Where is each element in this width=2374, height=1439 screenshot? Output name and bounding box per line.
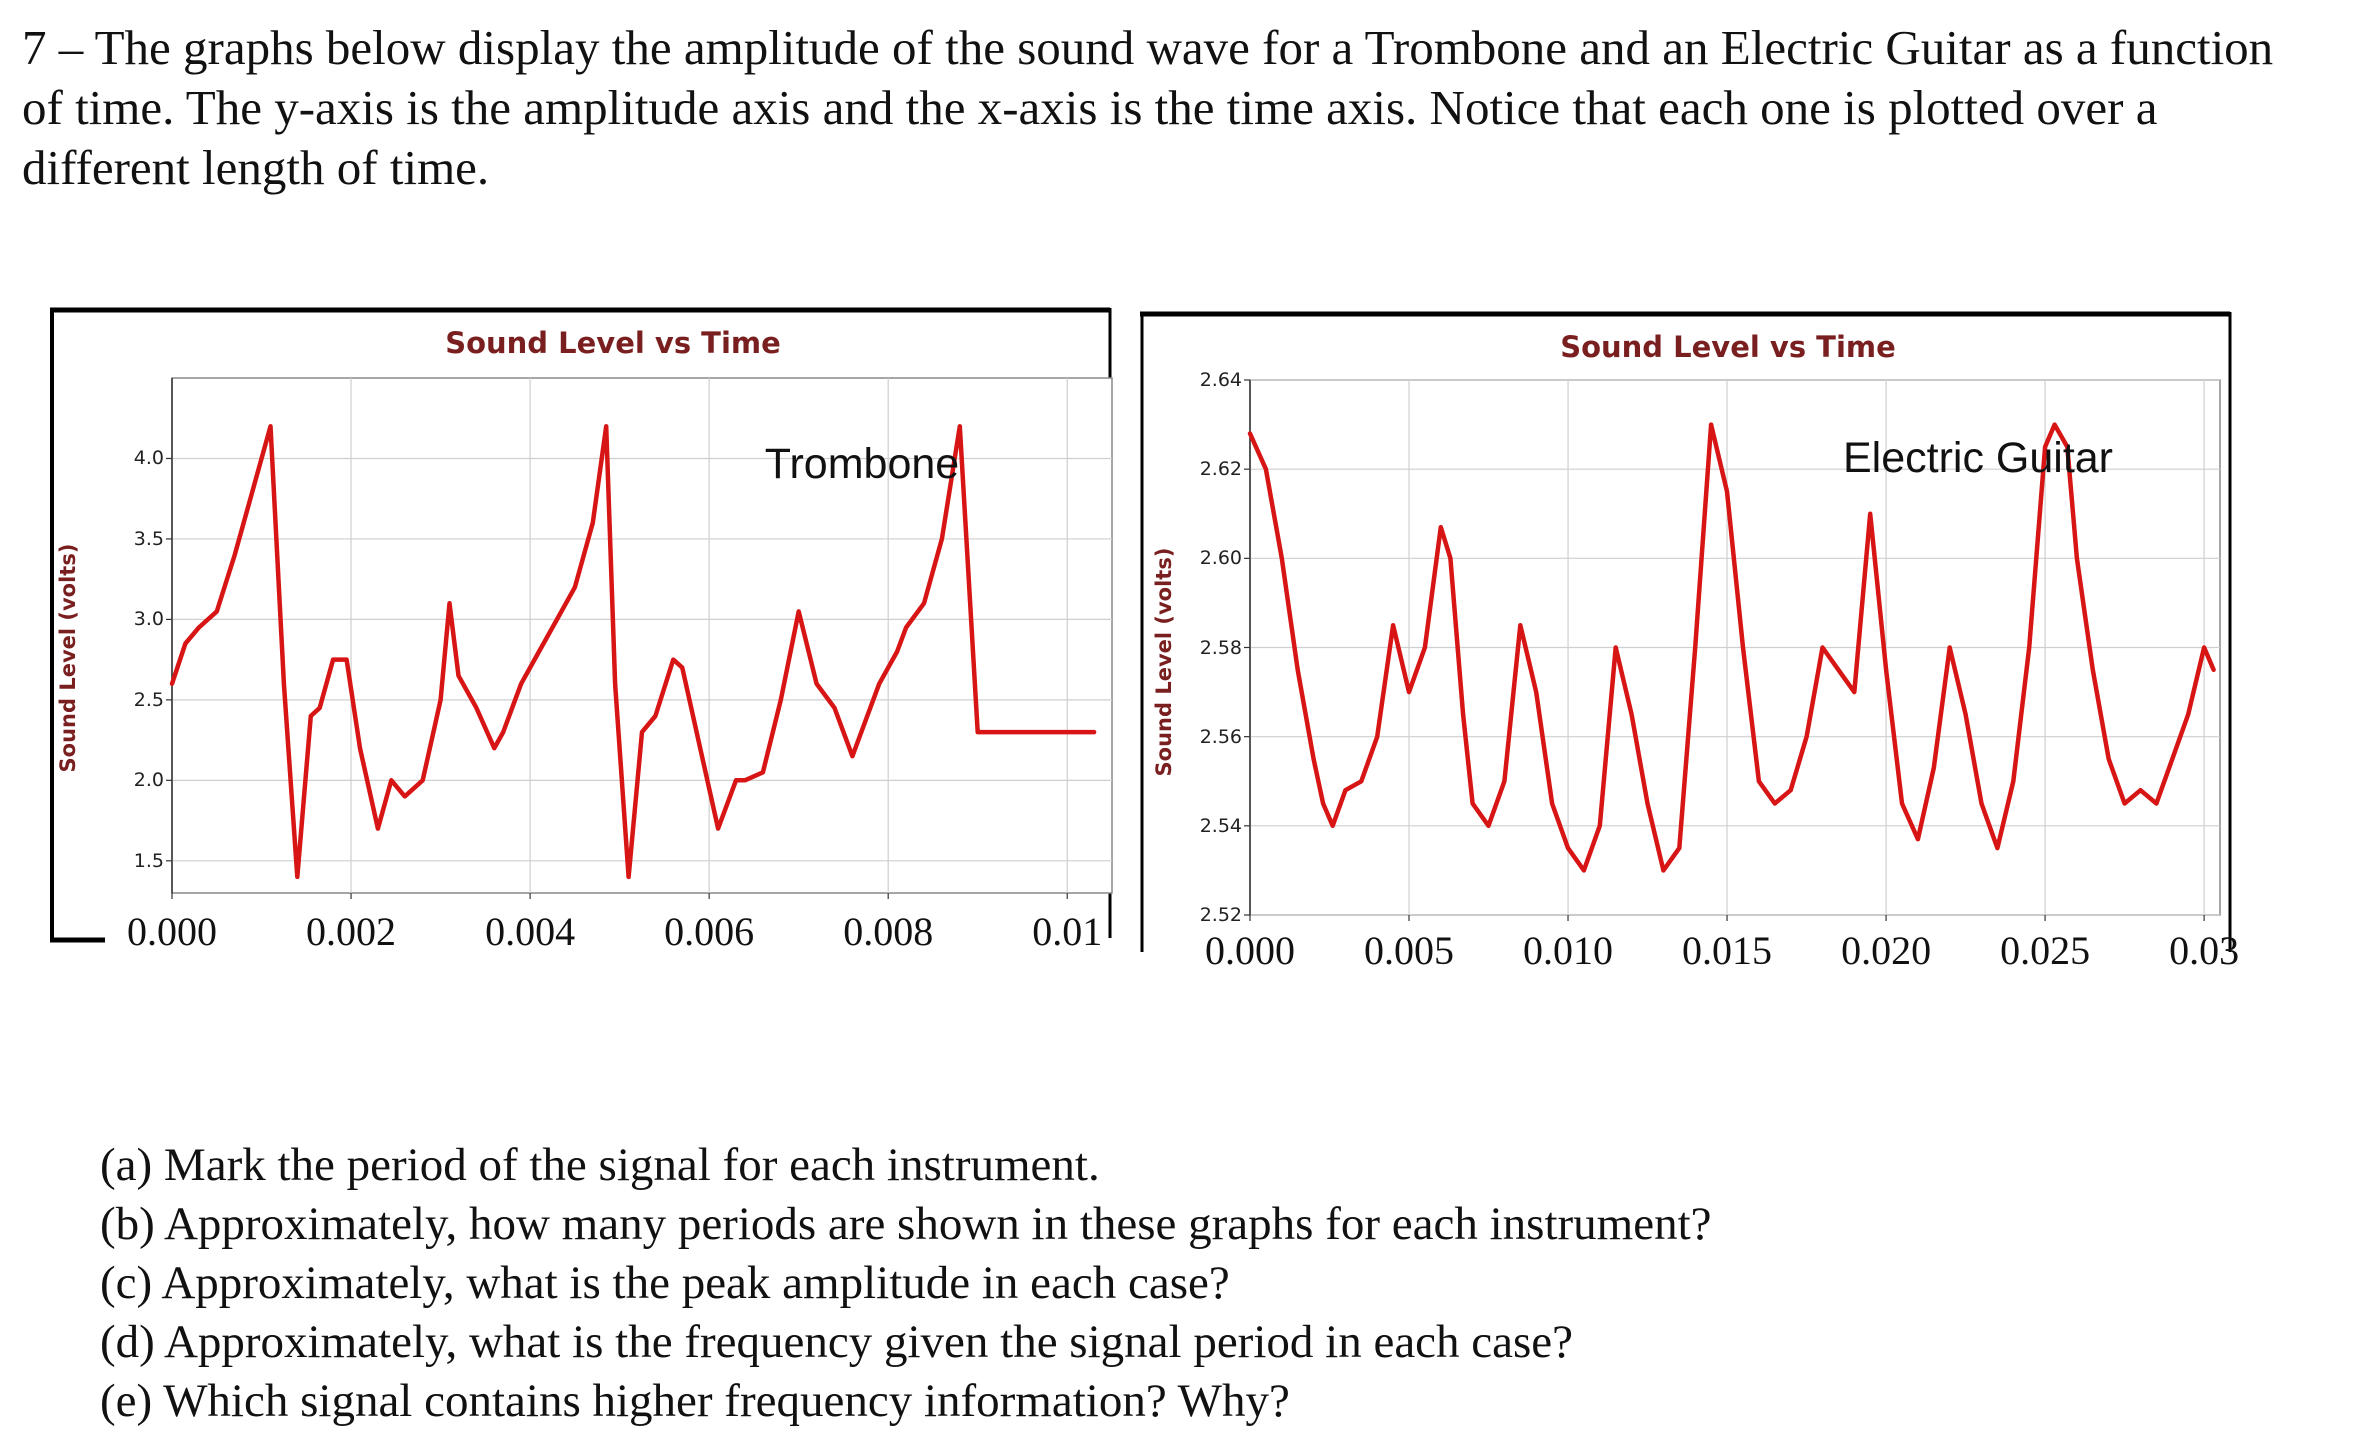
x-tick-label: 0.020 xyxy=(1841,928,1932,973)
question-list: (a) Mark the period of the signal for ea… xyxy=(100,1136,1712,1431)
question-a: (a) Mark the period of the signal for ea… xyxy=(100,1139,1100,1191)
y-tick-label: 2.54 xyxy=(1199,814,1242,837)
guitar-chart-svg xyxy=(1140,311,2232,962)
y-tick-label: 2.52 xyxy=(1199,904,1242,926)
y-tick-label: 4.0 xyxy=(133,447,164,470)
x-tick-label: 0.004 xyxy=(485,909,576,954)
question-e: (e) Which signal contains higher frequen… xyxy=(100,1375,1290,1427)
x-tick-label: 0.015 xyxy=(1682,928,1773,973)
x-tick-label: 0.025 xyxy=(2000,928,2091,973)
x-tick-label: 0.000 xyxy=(127,909,217,954)
y-tick-label: 3.0 xyxy=(133,608,164,631)
y-tick-label: 2.60 xyxy=(1199,547,1242,570)
y-tick-label: 2.5 xyxy=(133,688,164,711)
x-tick-label: 0.01 xyxy=(1032,909,1103,954)
guitar-annotation: Electric Guitar xyxy=(1842,434,2114,482)
trombone-y-axis-label: Sound Level (volts) xyxy=(56,543,80,773)
guitar-chart-title: Sound Level vs Time xyxy=(1560,330,1896,364)
y-tick-label: 2.62 xyxy=(1199,458,1242,481)
x-tick-label: 0.002 xyxy=(306,909,397,954)
question-d: (d) Approximately, what is the frequency… xyxy=(100,1316,1574,1368)
y-tick-label: 3.5 xyxy=(133,527,164,550)
x-tick-label: 0.03 xyxy=(2169,928,2240,973)
trombone-chart-svg xyxy=(50,307,1113,948)
trombone-chart: Sound Level vs Time Sound Level (volts) … xyxy=(50,307,1120,958)
trombone-annotation: Trombone xyxy=(764,440,960,488)
y-tick-label: 2.56 xyxy=(1199,725,1242,748)
guitar-chart: Sound Level vs Time Sound Level (volts) … xyxy=(1140,311,2240,973)
guitar-y-axis-label: Sound Level (volts) xyxy=(1152,547,1176,777)
question-c: (c) Approximately, what is the peak ampl… xyxy=(100,1257,1230,1309)
intro-text: 7 – The graphs below display the amplitu… xyxy=(22,18,2352,198)
x-tick-label: 0.006 xyxy=(664,909,755,954)
y-tick-label: 2.64 xyxy=(1199,369,1242,391)
intro-line-3: different length of time. xyxy=(22,140,490,195)
intro-line-1: 7 – The graphs below display the amplitu… xyxy=(22,20,2274,75)
x-tick-label: 0.008 xyxy=(843,909,934,954)
question-b: (b) Approximately, how many periods are … xyxy=(100,1198,1712,1250)
series-line-0 xyxy=(169,424,1097,880)
x-tick-label: 0.005 xyxy=(1364,928,1455,973)
y-tick-label: 2.58 xyxy=(1199,636,1242,659)
y-tick-label: 2.0 xyxy=(133,769,164,792)
x-tick-label: 0.010 xyxy=(1523,928,1614,973)
series-line-0 xyxy=(1247,422,2216,873)
trombone-chart-title: Sound Level vs Time xyxy=(445,326,781,360)
intro-line-2: of time. The y-axis is the amplitude axi… xyxy=(22,80,2158,135)
y-tick-label: 1.5 xyxy=(133,849,164,872)
x-tick-label: 0.000 xyxy=(1205,928,1295,973)
